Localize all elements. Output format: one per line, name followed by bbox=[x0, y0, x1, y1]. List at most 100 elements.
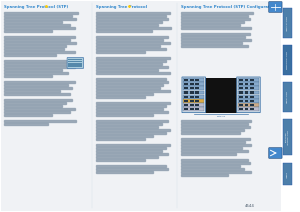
Bar bbox=[181, 132, 240, 134]
Bar bbox=[195, 79, 199, 81]
Bar bbox=[4, 21, 62, 23]
Bar bbox=[4, 36, 74, 38]
Bar bbox=[181, 45, 248, 47]
Bar bbox=[184, 100, 188, 102]
Bar bbox=[96, 36, 168, 38]
Bar bbox=[4, 69, 62, 71]
Bar bbox=[96, 42, 170, 44]
Bar bbox=[96, 78, 166, 80]
Bar bbox=[190, 83, 194, 85]
Bar bbox=[183, 103, 205, 107]
Bar bbox=[195, 100, 199, 102]
Bar bbox=[181, 27, 251, 29]
Bar bbox=[96, 12, 170, 14]
Bar bbox=[96, 153, 168, 155]
Bar bbox=[96, 51, 145, 53]
Bar bbox=[244, 100, 248, 102]
Bar bbox=[4, 111, 70, 113]
Bar bbox=[96, 90, 170, 92]
Bar bbox=[4, 15, 72, 17]
Bar bbox=[68, 65, 83, 67]
Bar bbox=[183, 99, 205, 103]
Bar bbox=[68, 63, 83, 64]
Bar bbox=[181, 165, 240, 166]
Bar bbox=[181, 171, 251, 173]
Bar bbox=[183, 86, 205, 90]
Bar bbox=[205, 78, 237, 113]
Bar bbox=[4, 48, 64, 50]
Bar bbox=[250, 91, 254, 94]
Bar bbox=[181, 24, 240, 26]
Bar bbox=[4, 51, 74, 53]
Bar bbox=[96, 114, 153, 116]
Bar bbox=[239, 91, 243, 94]
Bar bbox=[184, 108, 188, 110]
Bar bbox=[244, 108, 248, 110]
Bar bbox=[96, 60, 166, 62]
Bar bbox=[96, 93, 153, 95]
Bar bbox=[4, 105, 62, 107]
Bar bbox=[96, 87, 160, 89]
Bar bbox=[4, 39, 70, 41]
Bar bbox=[96, 81, 168, 83]
Bar bbox=[190, 104, 194, 106]
Bar bbox=[96, 144, 170, 146]
Bar bbox=[96, 66, 168, 68]
Bar bbox=[4, 123, 48, 125]
Bar bbox=[96, 96, 145, 98]
Bar bbox=[4, 30, 52, 32]
Bar bbox=[184, 79, 188, 81]
Text: 4544: 4544 bbox=[244, 204, 254, 208]
Bar bbox=[190, 108, 194, 110]
Bar bbox=[190, 79, 194, 81]
Bar bbox=[250, 96, 254, 98]
Bar bbox=[4, 54, 56, 56]
Bar bbox=[4, 18, 76, 20]
Text: FURTHER
INFORMATION: FURTHER INFORMATION bbox=[286, 129, 288, 145]
Bar bbox=[195, 83, 199, 85]
Bar bbox=[181, 18, 250, 20]
Bar bbox=[183, 82, 205, 86]
Bar bbox=[4, 63, 72, 65]
Bar bbox=[181, 174, 228, 176]
Bar bbox=[183, 95, 205, 99]
Bar bbox=[239, 96, 243, 98]
Bar bbox=[181, 33, 250, 35]
Text: Spanning Tree Protocol: Spanning Tree Protocol bbox=[96, 5, 147, 9]
Bar bbox=[96, 27, 172, 29]
Bar bbox=[283, 119, 292, 155]
Bar bbox=[195, 96, 199, 98]
Bar bbox=[250, 83, 254, 85]
Bar bbox=[68, 61, 83, 62]
Bar bbox=[250, 108, 254, 110]
Bar bbox=[181, 141, 245, 142]
Bar bbox=[181, 159, 248, 160]
Bar bbox=[4, 81, 74, 83]
Bar bbox=[181, 120, 251, 121]
Text: network: network bbox=[217, 115, 226, 117]
Bar bbox=[238, 95, 259, 99]
Bar bbox=[238, 91, 259, 94]
Bar bbox=[4, 84, 68, 86]
Bar bbox=[250, 87, 254, 89]
Bar bbox=[238, 78, 259, 82]
Bar bbox=[4, 66, 74, 68]
Bar bbox=[283, 45, 292, 75]
Bar bbox=[181, 123, 248, 124]
Bar bbox=[4, 108, 74, 110]
Bar bbox=[4, 12, 78, 14]
Bar bbox=[4, 102, 67, 104]
Bar bbox=[96, 69, 158, 71]
Bar bbox=[195, 104, 199, 106]
Bar bbox=[181, 168, 244, 170]
Text: INSTALLATION: INSTALLATION bbox=[286, 15, 288, 31]
Bar bbox=[181, 153, 236, 155]
Bar bbox=[4, 120, 76, 122]
Bar bbox=[238, 82, 259, 86]
Bar bbox=[96, 18, 168, 20]
Bar bbox=[96, 147, 166, 149]
Bar bbox=[181, 126, 250, 127]
Bar bbox=[244, 83, 248, 85]
Bar bbox=[96, 171, 153, 173]
Bar bbox=[4, 75, 52, 77]
